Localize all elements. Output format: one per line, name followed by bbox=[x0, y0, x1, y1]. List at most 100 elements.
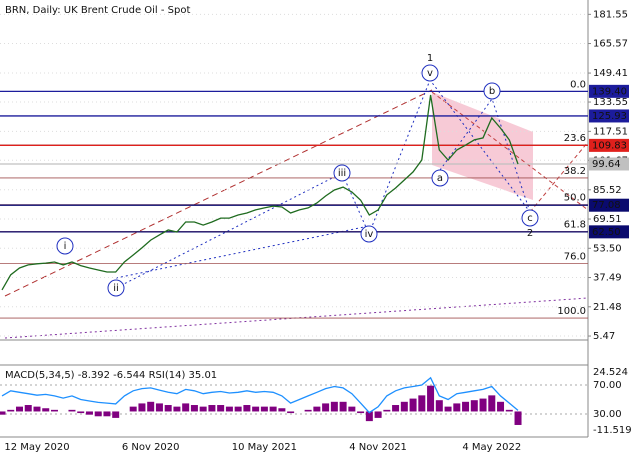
level-label-box bbox=[589, 198, 629, 212]
macd-bar bbox=[322, 403, 330, 412]
trend-line bbox=[4, 297, 589, 339]
macd-bar bbox=[147, 401, 155, 412]
macd-bar bbox=[199, 406, 207, 412]
macd-bar bbox=[15, 406, 23, 412]
y-tick-label: 165.57 bbox=[593, 39, 628, 50]
fib-label: 50.0 bbox=[564, 193, 586, 204]
wave-circle bbox=[56, 237, 74, 255]
macd-bar bbox=[225, 406, 233, 412]
macd-bar bbox=[435, 400, 443, 412]
level-label-box bbox=[589, 84, 629, 98]
macd-bar bbox=[94, 411, 102, 417]
x-tick-label: 12 May 2020 bbox=[4, 442, 69, 453]
level-label: 62.50 bbox=[592, 227, 621, 238]
fib-label: 100.0 bbox=[557, 306, 586, 317]
level-label: 109.83 bbox=[592, 140, 627, 151]
projection-line bbox=[529, 141, 589, 213]
level-label-box bbox=[589, 225, 629, 239]
level-label-box bbox=[589, 138, 629, 152]
macd-bar bbox=[348, 406, 356, 412]
x-tick-label: 4 May 2022 bbox=[462, 442, 521, 453]
fib-label: 0.0 bbox=[570, 79, 586, 90]
macd-bar bbox=[0, 411, 6, 415]
wave-label: c bbox=[527, 213, 533, 224]
x-tick-label: 6 Nov 2020 bbox=[122, 442, 180, 453]
macd-bar bbox=[68, 409, 76, 412]
macd-bar bbox=[278, 408, 286, 412]
level-label: 99.64 bbox=[592, 159, 621, 170]
level-label-box bbox=[589, 109, 629, 123]
macd-bar bbox=[138, 403, 146, 412]
macd-bar bbox=[357, 411, 365, 414]
y2-tick-label: 30.00 bbox=[593, 409, 622, 420]
level-label: 139.40 bbox=[592, 86, 627, 97]
x-tick-label: 10 May 2021 bbox=[232, 442, 297, 453]
wave-label: iii bbox=[338, 168, 346, 179]
macd-bar bbox=[505, 409, 513, 412]
fib-label: 61.8 bbox=[564, 219, 586, 230]
macd-bar bbox=[444, 406, 452, 412]
macd-bar bbox=[234, 406, 242, 412]
x-tick-label: 4 Nov 2021 bbox=[349, 442, 407, 453]
indicator-title: MACD(5,34,5) -8.392 -6.544 RSI(14) 35.01 bbox=[5, 370, 217, 381]
macd-bar bbox=[287, 411, 295, 414]
y-tick-label: 69.51 bbox=[593, 214, 622, 225]
macd-bar bbox=[383, 409, 391, 412]
fib-label: 76.0 bbox=[564, 252, 586, 263]
wave-label: b bbox=[489, 86, 495, 97]
fib-label: 23.6 bbox=[564, 133, 586, 144]
trend-channel bbox=[4, 89, 433, 297]
projection-line bbox=[431, 91, 589, 211]
macd-bar bbox=[85, 411, 93, 415]
macd-bar bbox=[427, 385, 435, 412]
y-tick-label: 133.55 bbox=[593, 97, 628, 108]
macd-bar bbox=[50, 409, 58, 412]
wave-label: i bbox=[64, 241, 67, 252]
y-tick-label: 149.41 bbox=[593, 68, 628, 79]
wave-circle bbox=[431, 169, 449, 187]
y-tick-label: 37.49 bbox=[593, 273, 622, 284]
macd-bar bbox=[103, 411, 111, 417]
wave-label: 1 bbox=[427, 53, 433, 64]
macd-bar bbox=[208, 405, 216, 412]
y2-tick-label: 70.00 bbox=[593, 380, 622, 391]
macd-bar bbox=[173, 406, 181, 412]
wave-label: ii bbox=[113, 283, 119, 294]
macd-bar bbox=[330, 401, 338, 412]
macd-bar bbox=[497, 401, 505, 412]
fib-label: 38.2 bbox=[564, 166, 586, 177]
macd-bar bbox=[470, 400, 478, 412]
wave-label: iv bbox=[365, 229, 374, 240]
wave-label: 2 bbox=[527, 228, 533, 239]
y-tick-label: 24.524 bbox=[593, 367, 628, 378]
macd-bar bbox=[112, 411, 120, 418]
macd-bar bbox=[479, 398, 487, 412]
chart-title: BRN, Daily: UK Brent Crude Oil - Spot bbox=[5, 5, 190, 16]
wave-label: v bbox=[427, 68, 433, 79]
macd-bar bbox=[488, 395, 496, 412]
y-tick-label: 117.51 bbox=[593, 126, 628, 137]
macd-bar bbox=[252, 406, 260, 412]
y-tick-label: 5.47 bbox=[593, 331, 615, 342]
macd-bar bbox=[514, 411, 522, 425]
macd-bar bbox=[164, 405, 172, 412]
macd-bar bbox=[304, 409, 312, 412]
wave-label: a bbox=[437, 173, 443, 184]
macd-bar bbox=[129, 406, 137, 412]
macd-bar bbox=[453, 403, 461, 412]
wave-path bbox=[115, 225, 370, 279]
macd-bar bbox=[42, 408, 50, 412]
macd-bar bbox=[462, 401, 470, 412]
wave-circle bbox=[107, 279, 125, 297]
macd-bar bbox=[269, 406, 277, 412]
level-label: 125.93 bbox=[592, 111, 627, 122]
y-tick-label: 21.48 bbox=[593, 302, 622, 313]
macd-bar bbox=[243, 405, 251, 412]
macd-bar bbox=[409, 398, 417, 412]
price-line bbox=[1, 94, 519, 291]
rsi-line bbox=[1, 376, 519, 414]
wave-circle bbox=[483, 82, 501, 100]
macd-bar bbox=[155, 403, 163, 412]
